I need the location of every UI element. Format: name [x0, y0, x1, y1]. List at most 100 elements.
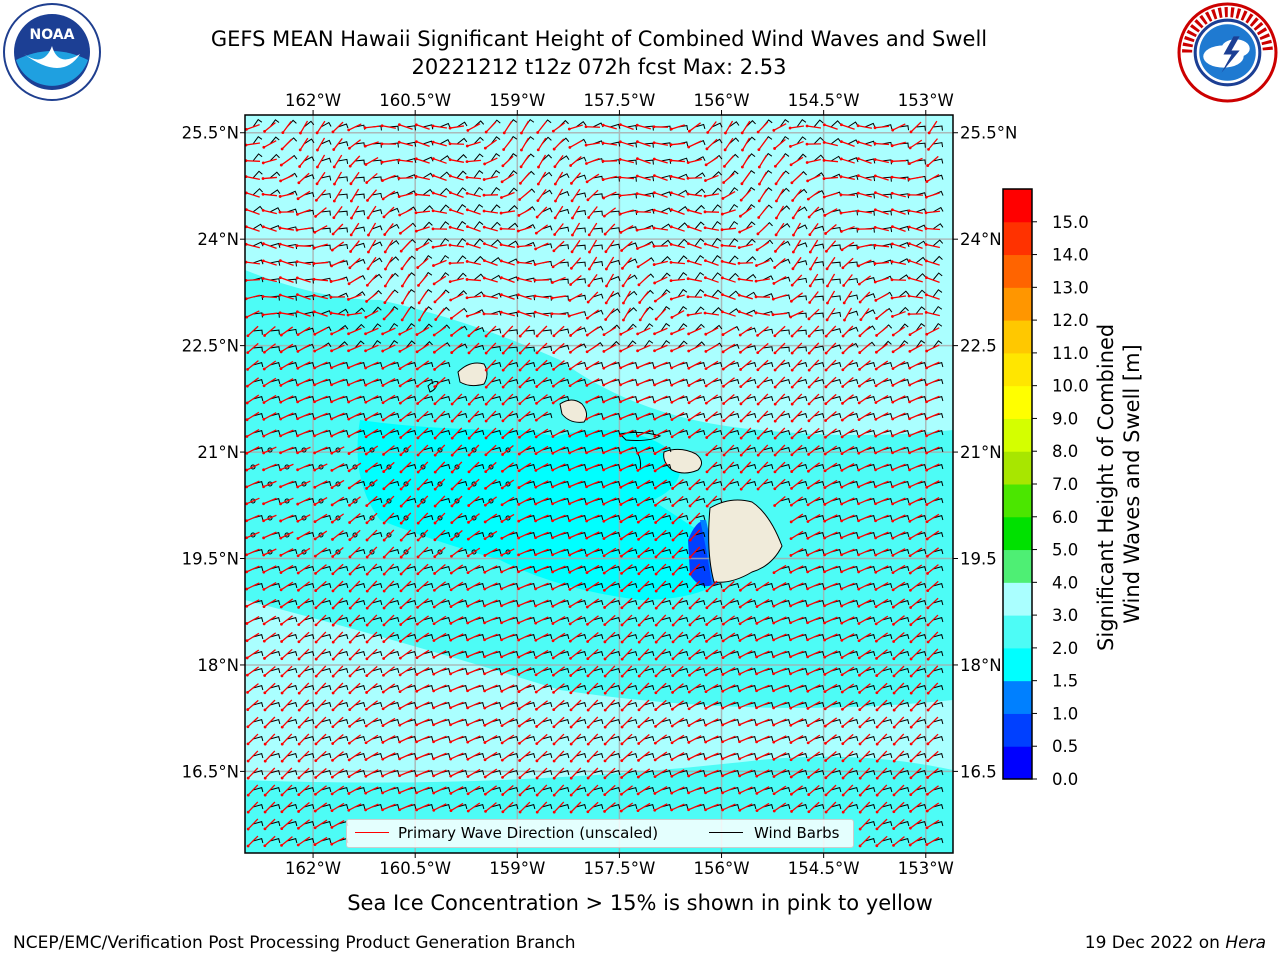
- wave-direction-arrow: [722, 615, 736, 625]
- wave-arrow-head: [687, 791, 690, 795]
- wave-direction-arrow: [332, 597, 344, 609]
- wave-direction-arrow: [893, 801, 905, 813]
- wave-arrow-head: [517, 213, 521, 217]
- wave-arrow-head: [823, 587, 826, 591]
- wave-direction-arrow: [535, 666, 549, 676]
- wave-direction-arrow: [553, 784, 565, 796]
- wind-barb: [762, 447, 774, 453]
- wind-barb-calm: [488, 498, 494, 504]
- wave-arrow-head: [399, 639, 402, 643]
- wind-barb: [796, 136, 807, 145]
- wave-arrow-head: [331, 758, 334, 762]
- wave-arrow-head: [603, 742, 607, 746]
- wave-arrow-head: [806, 621, 809, 625]
- wave-direction-arrow: [858, 377, 872, 387]
- wind-barb: [677, 617, 689, 623]
- wave-arrow-head: [450, 419, 454, 423]
- wave-direction-arrow: [384, 290, 394, 304]
- wave-arrow-head: [517, 536, 521, 540]
- wind-barb: [915, 804, 927, 810]
- wind-barb: [575, 156, 587, 162]
- wave-direction-arrow: [893, 767, 905, 779]
- wave-direction-arrow: [858, 480, 872, 488]
- wave-direction-arrow: [246, 175, 260, 181]
- wind-barb: [660, 532, 672, 538]
- wind-barb: [677, 396, 689, 402]
- wind-barb: [643, 719, 655, 725]
- wind-barb: [660, 600, 672, 606]
- wave-direction-arrow: [721, 227, 737, 231]
- wind-barb: [915, 787, 927, 793]
- wave-direction-arrow: [671, 294, 685, 300]
- wave-direction-arrow: [705, 683, 719, 693]
- wind-barb: [881, 651, 893, 657]
- wave-direction-arrow: [927, 597, 939, 609]
- wave-direction-arrow: [553, 716, 565, 728]
- wave-direction-arrow: [434, 444, 446, 456]
- wave-arrow-head: [824, 419, 828, 422]
- wave-direction-arrow: [331, 463, 345, 471]
- wave-direction-arrow: [484, 684, 498, 692]
- wave-direction-arrow: [520, 120, 530, 134]
- wave-direction-arrow: [654, 260, 668, 266]
- wave-arrow-head: [315, 131, 319, 135]
- wave-direction-arrow: [519, 801, 531, 813]
- wave-arrow-head: [654, 691, 658, 695]
- wind-barb: [524, 668, 536, 674]
- wave-arrow-head: [245, 502, 248, 506]
- wave-direction-arrow: [655, 682, 667, 694]
- wind-barb: [303, 838, 315, 844]
- wind-barb: [830, 685, 842, 691]
- wave-direction-arrow: [518, 633, 532, 641]
- wave-direction-arrow: [247, 342, 259, 354]
- wave-direction-arrow: [689, 122, 701, 132]
- wind-barb: [490, 515, 502, 521]
- wave-arrow-head: [602, 537, 606, 540]
- wave-arrow-head: [313, 520, 317, 524]
- wind-barb: [269, 136, 280, 145]
- wave-direction-arrow: [400, 427, 412, 439]
- wind-barb: [269, 153, 280, 162]
- wave-arrow-head: [330, 366, 333, 370]
- wind-barb: [575, 685, 587, 691]
- wave-arrow-head: [483, 537, 487, 541]
- wave-arrow-head: [279, 519, 283, 523]
- wind-barb: [252, 259, 264, 265]
- wave-direction-arrow: [450, 616, 464, 624]
- wave-arrow-head: [432, 689, 436, 693]
- wave-arrow-head: [432, 264, 435, 267]
- wave-arrow-head: [890, 242, 894, 246]
- wave-direction-arrow: [604, 631, 616, 643]
- wave-direction-arrow: [246, 411, 260, 421]
- wave-arrow-head: [671, 606, 675, 610]
- wave-direction-arrow: [433, 192, 447, 198]
- wave-direction-arrow: [449, 125, 465, 129]
- wave-arrow-head: [669, 127, 673, 131]
- wind-barb: [456, 413, 468, 419]
- wave-arrow-head: [518, 334, 522, 338]
- wave-direction-arrow: [587, 189, 599, 201]
- wave-direction-arrow: [909, 429, 923, 437]
- wind-barb: [575, 668, 587, 674]
- wave-direction-arrow: [757, 376, 769, 388]
- wave-direction-arrow: [451, 427, 463, 439]
- wave-arrow-head: [365, 657, 369, 661]
- wind-barb: [303, 736, 315, 742]
- wind-barb: [677, 305, 688, 315]
- wind-barb: [422, 362, 434, 368]
- wave-arrow-head: [807, 775, 810, 779]
- wave-arrow-head: [909, 640, 913, 644]
- wave-arrow-head: [552, 776, 556, 780]
- wave-direction-arrow: [449, 244, 465, 248]
- wave-arrow-head: [501, 810, 505, 814]
- wave-direction-arrow: [586, 598, 600, 608]
- wind-barb: [881, 600, 893, 606]
- wind-barb: [303, 617, 315, 623]
- wave-arrow-head: [704, 757, 708, 761]
- wave-direction-arrow: [587, 291, 599, 303]
- wind-barb: [660, 256, 671, 264]
- wind-barb: [745, 238, 756, 247]
- wind-barb: [915, 634, 927, 640]
- wind-barb: [643, 208, 655, 214]
- wind-barb: [439, 254, 450, 264]
